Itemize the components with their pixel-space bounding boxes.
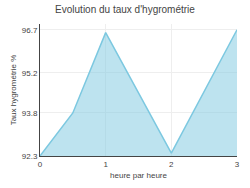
svg-text:3: 3 — [235, 160, 240, 169]
svg-text:Taux hygrométrie %: Taux hygrométrie % — [9, 55, 18, 126]
svg-text:0: 0 — [38, 160, 43, 169]
svg-text:Evolution du taux d'hygrométri: Evolution du taux d'hygrométrie — [55, 4, 195, 15]
svg-text:heure par heure: heure par heure — [110, 171, 167, 180]
svg-text:95.2: 95.2 — [22, 69, 38, 78]
svg-text:1: 1 — [103, 160, 108, 169]
svg-text:93.8: 93.8 — [22, 109, 38, 118]
svg-text:2: 2 — [169, 160, 174, 169]
svg-text:96.7: 96.7 — [22, 26, 38, 35]
svg-text:92.3: 92.3 — [22, 152, 38, 161]
